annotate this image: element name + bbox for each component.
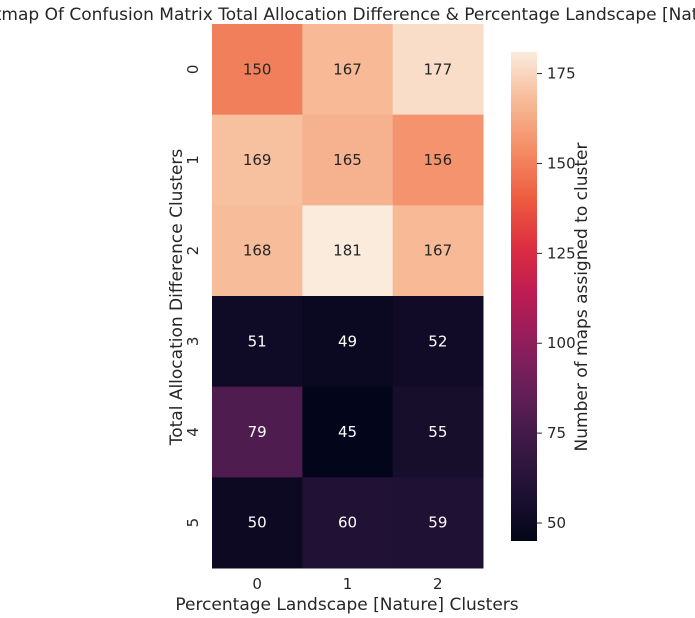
colorbar-ticks: 50 75 100 125 150 175 [537,65,576,532]
cell-value-label: 49 [338,332,357,350]
chart-title: Heatmap Of Confusion Matrix Total Alloca… [0,5,695,25]
colorbar-tick-label: 175 [547,65,576,83]
heatmap-cell-r5-c2 [392,477,484,569]
heatmap-cell-r5-c0 [212,477,303,569]
y-tick-label: 2 [184,246,202,256]
y-tick-label: 3 [184,337,202,347]
y-axis-label: Total Allocation Difference Clusters [167,149,187,447]
cell-value-label: 167 [424,242,453,260]
y-axis-ticks: 0 1 2 3 4 5 [184,65,202,528]
cell-value-label: 150 [243,60,272,78]
cell-value-label: 59 [428,514,447,532]
colorbar [511,52,537,541]
colorbar-tick-label: 150 [547,154,576,172]
heatmap-cell-r1-c0 [212,114,303,206]
x-axis-label: Percentage Landscape [Nature] Clusters [175,595,518,615]
cell-value-label: 55 [428,423,447,441]
cell-value-label: 168 [243,242,272,260]
heatmap-cells [212,24,484,569]
cell-value-label: 51 [248,332,267,350]
cell-value-label: 156 [424,151,453,169]
heatmap-cell-r3-c0 [212,296,303,388]
heatmap-cell-r3-c2 [392,296,484,388]
y-tick-label: 5 [184,518,202,528]
cell-value-label: 79 [248,423,267,441]
y-tick-label: 1 [184,155,202,165]
cell-value-label: 177 [424,60,453,78]
heatmap-cell-labels: 150 167 177 169 165 156 168 181 167 51 49 52 79 45 55 5… [243,60,452,531]
heatmap-cell-r0-c0 [212,24,303,116]
x-tick-label: 2 [433,575,443,593]
heatmap-cell-r2-c0 [212,205,303,297]
x-axis-ticks: 0 1 2 [252,575,442,593]
colorbar-tick-label: 75 [547,424,566,442]
cell-value-label: 165 [333,151,362,169]
heatmap-cell-r0-c2 [392,24,484,116]
colorbar-tick-label: 100 [547,334,576,352]
heatmap-cell-r4-c2 [392,386,484,478]
y-tick-label: 0 [184,65,202,75]
colorbar-tick-label: 50 [547,514,566,532]
heatmap-cell-r5-c1 [302,477,394,569]
heatmap-cell-r2-c2 [392,205,484,297]
cell-value-label: 167 [333,60,362,78]
cell-value-label: 181 [333,242,362,260]
cell-value-label: 169 [243,151,272,169]
cell-value-label: 45 [338,423,357,441]
cell-value-label: 50 [248,514,267,532]
heatmap-cell-r0-c1 [302,24,394,116]
heatmap-cell-r2-c1 [302,205,394,297]
heatmap-cell-r3-c1 [302,296,394,388]
colorbar-label: Number of maps assigned to cluster [572,143,592,452]
x-tick-label: 0 [252,575,262,593]
heatmap-cell-r4-c1 [302,386,394,478]
cell-value-label: 60 [338,514,357,532]
heatmap-cell-r1-c2 [392,114,484,206]
x-tick-label: 1 [343,575,353,593]
y-tick-label: 4 [184,427,202,437]
colorbar-tick-label: 125 [547,244,576,262]
cell-value-label: 52 [428,332,447,350]
heatmap-cell-r4-c0 [212,386,303,478]
heatmap-cell-r1-c1 [302,114,394,206]
